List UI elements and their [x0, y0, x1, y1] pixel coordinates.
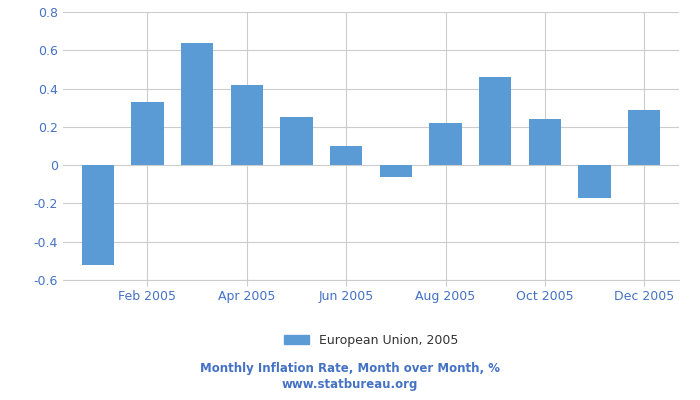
Bar: [82, 165, 114, 265]
Bar: [330, 146, 363, 165]
Bar: [528, 119, 561, 165]
Bar: [181, 43, 214, 165]
Bar: [628, 110, 660, 165]
Text: Monthly Inflation Rate, Month over Month, %: Monthly Inflation Rate, Month over Month…: [200, 362, 500, 375]
Bar: [578, 165, 610, 198]
Bar: [280, 117, 313, 165]
Bar: [379, 165, 412, 177]
Bar: [479, 77, 511, 165]
Legend: European Union, 2005: European Union, 2005: [279, 329, 463, 352]
Bar: [132, 102, 164, 165]
Bar: [231, 85, 263, 165]
Bar: [429, 123, 462, 165]
Text: www.statbureau.org: www.statbureau.org: [282, 378, 418, 391]
